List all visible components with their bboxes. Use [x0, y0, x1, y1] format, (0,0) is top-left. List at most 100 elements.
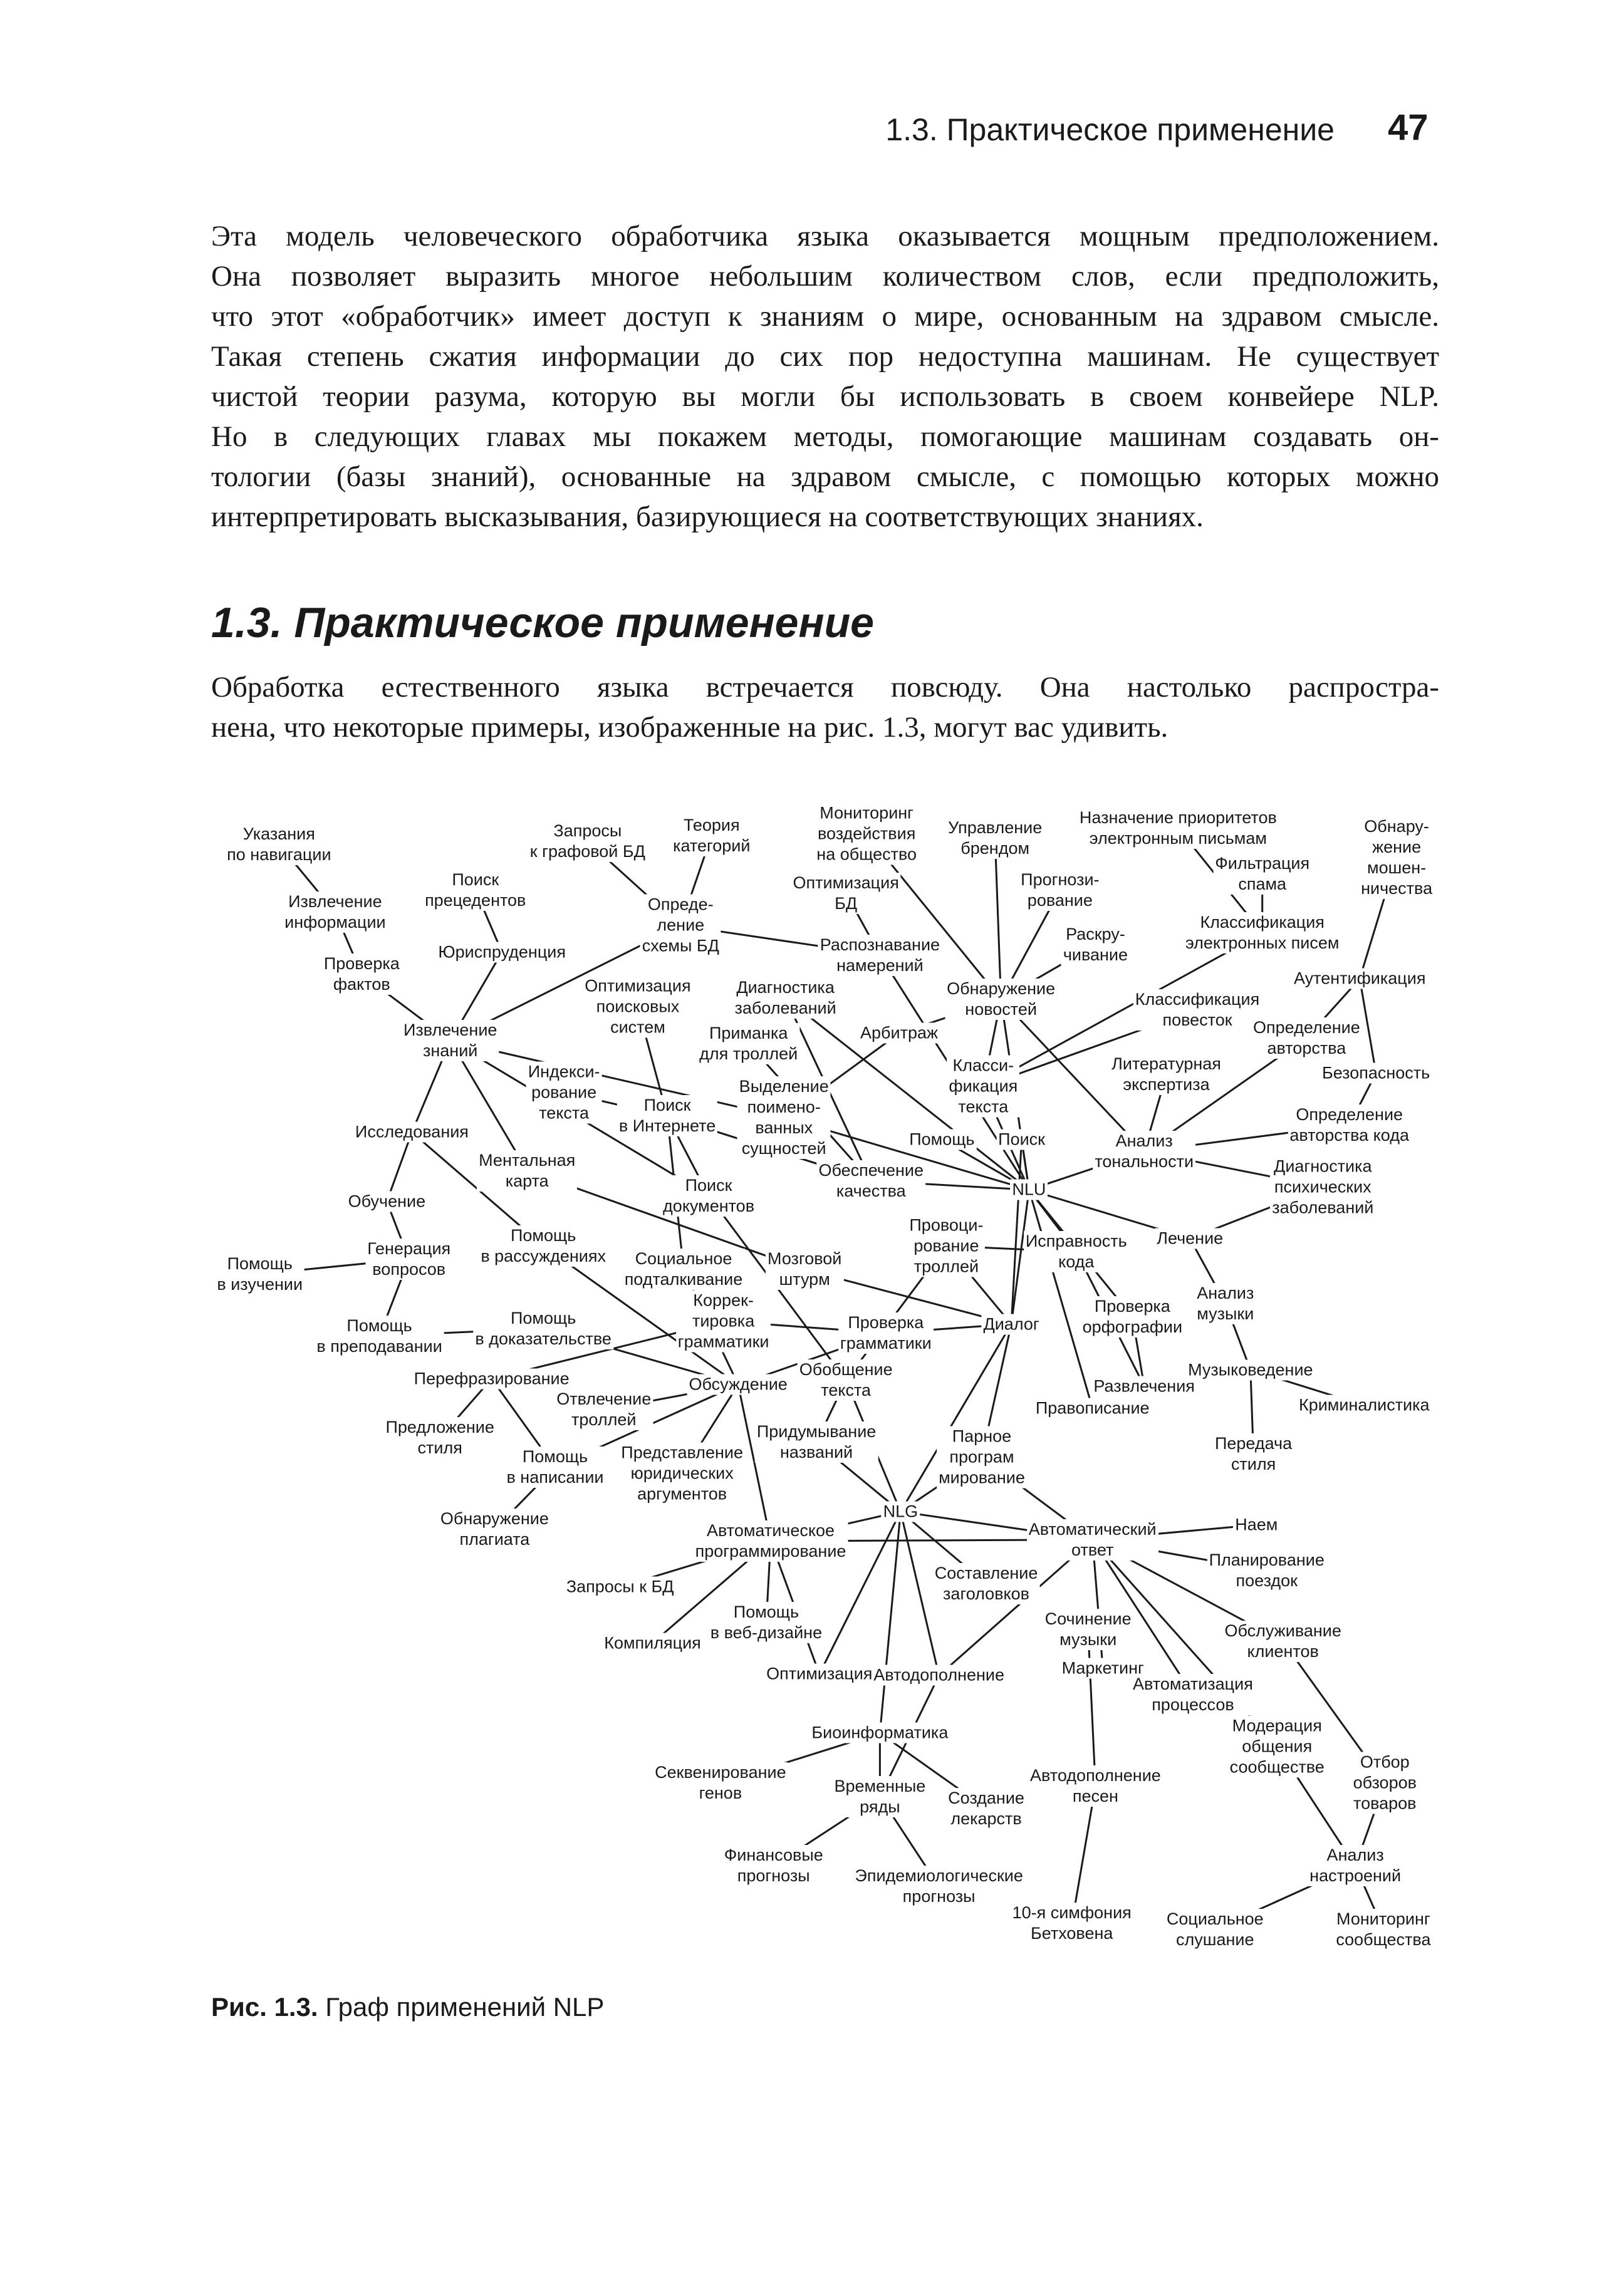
graph-node: Компиляция [602, 1633, 703, 1654]
graph-node: Диагностика заболеваний [732, 977, 838, 1019]
graph-node: Помощь в преподавании [315, 1315, 444, 1357]
graph-node: Правописание [1033, 1398, 1152, 1419]
graph-node: Парное програм мирование [937, 1426, 1027, 1488]
graph-edge [1010, 1190, 1030, 1324]
graph-node: Запросы к графовой БД [528, 821, 647, 863]
graph-edge [784, 997, 1030, 1191]
graph-node: Оптимизация БД [791, 872, 901, 914]
graph-node: Передача стиля [1212, 1433, 1294, 1475]
graph-edge [1358, 979, 1377, 1074]
graph-node: Временные ряды [832, 1775, 928, 1817]
text-line: тологии (базы знаний), основанные на здр… [211, 460, 1439, 493]
graph-node: Исследования [353, 1121, 471, 1143]
graph-node: Помощь в доказательстве [473, 1307, 613, 1349]
graph-node: Проверка орфографии [1080, 1296, 1185, 1338]
section-heading: 1.3. Практическое применение [211, 599, 874, 647]
caption-label: Рис. 1.3. [211, 1992, 318, 2022]
graph-node: Оптимизация поисковых систем [583, 975, 693, 1038]
graph-node: Исправность кода [1023, 1231, 1129, 1273]
graph-node: Анализ настроений [1308, 1845, 1403, 1887]
text-line: интерпретировать высказывания, базирующи… [211, 501, 1204, 533]
graph-node: Управление брендом [946, 818, 1044, 860]
graph-node: Коррек- тировка грамматики [675, 1290, 771, 1353]
graph-node: Обслуживание клиентов [1222, 1621, 1343, 1663]
graph-node: Обнару- жение мошен- ничества [1359, 816, 1435, 900]
graph-node: Обобщение текста [797, 1359, 895, 1401]
graph-node: Перефразирование [412, 1368, 571, 1390]
graph-node: Анализ музыки [1195, 1282, 1256, 1324]
graph-node: Автодополнение песен [1028, 1765, 1163, 1807]
text-line: Она позволяет выразить многое небольшим … [211, 260, 1439, 293]
graph-edge [982, 932, 1263, 1088]
graph-node: Автоматизация процессов [1131, 1674, 1255, 1716]
graph-node: Социальное слушание [1164, 1908, 1266, 1950]
graph-node: Теория категорий [671, 814, 752, 856]
graph-node: Маркетинг [1059, 1658, 1146, 1679]
graph-node: Создание лекарств [946, 1787, 1026, 1829]
graph-node: Автодополнение [872, 1665, 1007, 1686]
graph-node: Аутентификация [1291, 968, 1428, 989]
graph-edge [899, 1511, 940, 1676]
graph-node: Обучение [346, 1191, 428, 1212]
graph-node: Обеспечение качества [816, 1160, 926, 1202]
paragraph-2: Обработка естественного языка встречаетс… [211, 667, 1439, 747]
graph-edge [1091, 1539, 1194, 1695]
graph-node: Модерация общения сообществе [1227, 1715, 1326, 1778]
graph-node: Биоинформатика [809, 1722, 950, 1743]
graph-node: Класси- фикация текста [947, 1055, 1020, 1118]
graph-node: Предложение стиля [383, 1417, 496, 1459]
text-line: Эта модель человеческого обработчика язы… [211, 220, 1439, 252]
paragraph-1: Эта модель человеческого обработчика язы… [211, 216, 1439, 537]
text-line: нена, что некоторые примеры, изображенны… [211, 711, 1169, 744]
graph-node: Индекси- рование текста [526, 1061, 602, 1124]
graph-node: Провоци- рование троллей [907, 1215, 986, 1277]
graph-node: Планирование поездок [1207, 1550, 1326, 1592]
graph-edge [994, 838, 1002, 1000]
text-line: Такая степень сжатия информации до сих п… [211, 340, 1439, 373]
graph-node: Проверка фактов [321, 953, 402, 995]
graph-edge [1010, 1140, 1023, 1324]
graph-node: Развлечения [1091, 1376, 1197, 1397]
graph-node: Приманка для троллей [697, 1022, 800, 1064]
graph-node: Помощь в рассуждениях [479, 1225, 608, 1267]
graph-node: Отбор обзоров товаров [1351, 1752, 1418, 1814]
graph-node: Обнаружение новостей [945, 979, 1058, 1021]
graph-node: Представление юридических аргументов [619, 1442, 745, 1505]
graph-node: Назначение приоритетов электронным письм… [1077, 807, 1279, 849]
graph-edge [449, 1040, 528, 1171]
graph-node: Опреде- ление схемы БД [640, 894, 721, 957]
graph-node: Проверка грамматики [838, 1312, 934, 1354]
graph-node: Поиск [996, 1129, 1048, 1150]
graph-node: Придумывание названий [754, 1421, 878, 1463]
graph-node: Генерация вопросов [365, 1238, 453, 1280]
graph-node: Мозговой штурм [766, 1249, 844, 1291]
graph-node: Лечение [1155, 1228, 1226, 1249]
graph-node: Сочинение музыки [1043, 1609, 1133, 1651]
graph-node: Составление заголовков [932, 1563, 1040, 1605]
graph-edge [938, 1539, 1093, 1676]
graph-node: Автоматический ответ [1026, 1519, 1158, 1561]
graph-node: Помощь в написании [504, 1447, 606, 1488]
graph-node: Анализ тональности [1093, 1130, 1196, 1172]
graph-node: Литературная экспертиза [1110, 1054, 1223, 1096]
graph-node: Мониторинг воздействия на общество [815, 803, 919, 865]
graph-node: Диагностика психических заболеваний [1270, 1156, 1376, 1218]
graph-edge [1071, 1785, 1096, 1924]
graph-edge [450, 1039, 784, 1119]
graph-node: Определение авторства кода [1288, 1104, 1412, 1146]
graph-edge [900, 1323, 1012, 1512]
graph-edge [878, 1511, 902, 1733]
graph-edge [818, 1511, 902, 1675]
graph-node: Помощь [907, 1129, 977, 1150]
graph-edge [385, 1131, 413, 1202]
graph-node: NLU [1010, 1179, 1048, 1200]
graph-node: Запросы к БД [564, 1576, 676, 1597]
graph-node: Поиск документов [661, 1175, 757, 1217]
graph-node: Поиск в Интернете [617, 1095, 718, 1137]
graph-node: Извлечение знаний [401, 1020, 499, 1062]
graph-node: Криминалистика [1296, 1395, 1432, 1416]
graph-node: Ментальная карта [477, 1150, 578, 1192]
graph-edge [1000, 999, 1145, 1152]
graph-node: Поиск прецедентов [423, 869, 528, 911]
text-line: Но в следующих главах мы покажем методы,… [211, 420, 1439, 453]
